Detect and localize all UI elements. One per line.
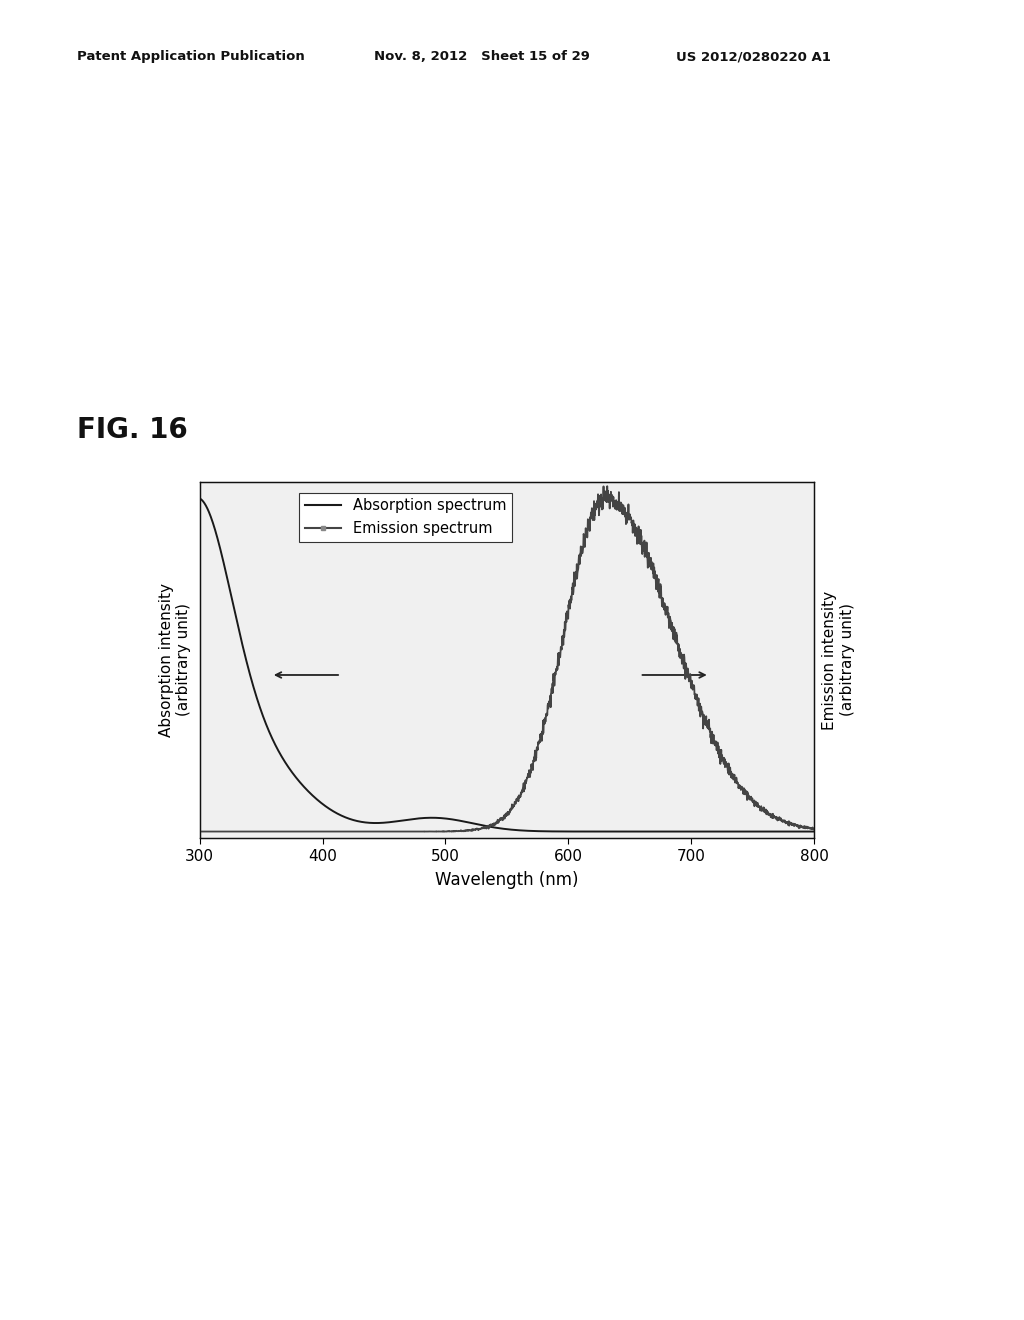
Legend: Absorption spectrum, Emission spectrum: Absorption spectrum, Emission spectrum [299, 492, 512, 541]
X-axis label: Wavelength (nm): Wavelength (nm) [435, 871, 579, 888]
Text: FIG. 16: FIG. 16 [77, 416, 187, 444]
Text: Nov. 8, 2012   Sheet 15 of 29: Nov. 8, 2012 Sheet 15 of 29 [374, 50, 590, 63]
Text: US 2012/0280220 A1: US 2012/0280220 A1 [676, 50, 830, 63]
Y-axis label: Absorption intensity
(arbitrary unit): Absorption intensity (arbitrary unit) [159, 583, 191, 737]
Text: Patent Application Publication: Patent Application Publication [77, 50, 304, 63]
Y-axis label: Emission intensity
(arbitrary unit): Emission intensity (arbitrary unit) [822, 590, 855, 730]
